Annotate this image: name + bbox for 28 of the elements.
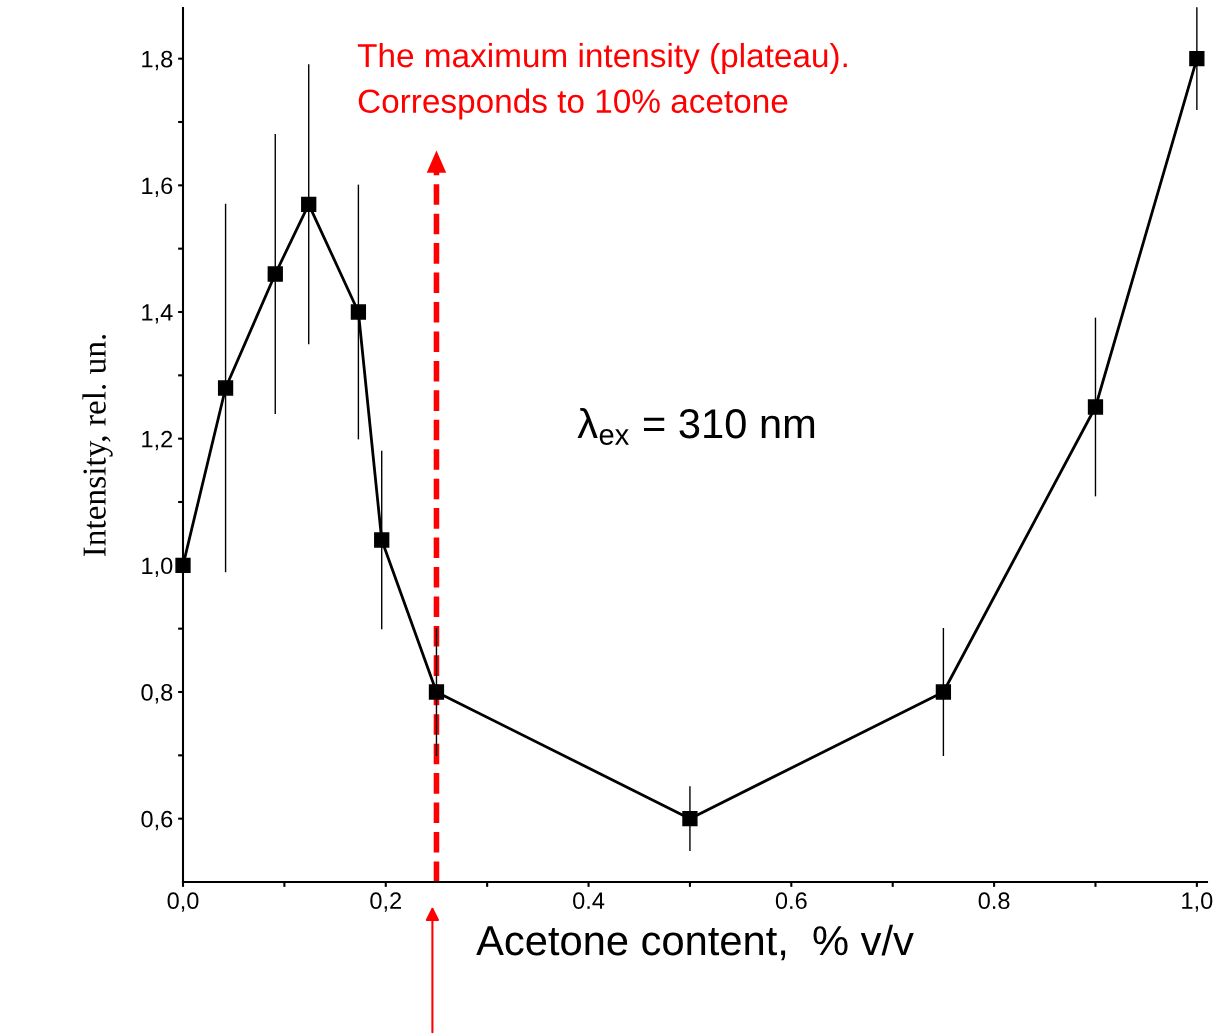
- y-tick-label: 1,0: [142, 557, 173, 577]
- y-tick-label: 1,2: [142, 430, 173, 451]
- x-tick-label: 0.8: [978, 892, 1010, 910]
- x-tick-label: 0.4: [573, 892, 605, 910]
- point: [175, 557, 191, 573]
- y-tick-label: 1,4: [142, 304, 173, 324]
- point: [682, 811, 698, 827]
- annotation: λ$_{ex}$ = 310 nm: [577, 407, 815, 445]
- point: [428, 684, 445, 700]
- y-tick-label: 1,6: [142, 177, 173, 197]
- x-tick-label: 0,0: [167, 892, 199, 912]
- point: [1087, 399, 1104, 415]
- point: [935, 684, 952, 700]
- x-tick-label: 0,2: [370, 892, 401, 912]
- point: [374, 532, 390, 548]
- point: [217, 380, 234, 396]
- y-axis-title: Intensity, rel. un.: [82, 334, 113, 557]
- point: [301, 196, 317, 212]
- y-tick-label: 1,8: [142, 50, 173, 71]
- point: [1189, 51, 1205, 67]
- x-axis-title: Acetone content, % v/v: [476, 924, 914, 961]
- y-tick-label: 0,6: [141, 810, 173, 831]
- y-tick-label: 0,8: [141, 684, 173, 704]
- x-tick-label: 0.6: [775, 892, 807, 910]
- x-tick-label: 1,0: [1182, 892, 1213, 912]
- point: [267, 266, 283, 282]
- annotation: The maximum intensity (plateau). Corresponds to 10% acetone: [357, 42, 847, 120]
- point: [350, 304, 367, 320]
